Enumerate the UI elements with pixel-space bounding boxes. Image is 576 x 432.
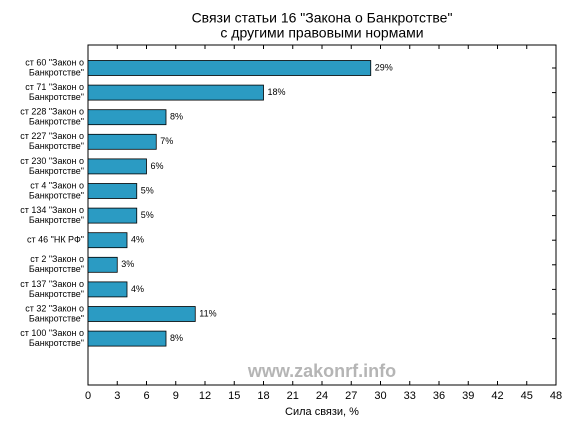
value-label: 29% (375, 62, 393, 72)
chart-title: с другими правовыми нормами (220, 25, 423, 41)
y-tick-label: Банкротстве" (29, 190, 84, 200)
x-tick-label: 0 (85, 390, 91, 402)
bar (87, 232, 128, 249)
x-tick-label: 48 (550, 390, 562, 402)
bar (87, 158, 147, 175)
y-tick-label: Банкротстве" (29, 264, 84, 274)
y-tick-label: Банкротстве" (29, 67, 84, 77)
value-label: 8% (170, 112, 183, 122)
bar (87, 207, 138, 224)
value-label: 7% (160, 136, 173, 146)
y-tick-label: ст 46 "НК РФ" (27, 235, 84, 245)
bar (87, 256, 118, 273)
x-tick-label: 33 (404, 390, 416, 402)
x-tick-label: 36 (433, 390, 445, 402)
y-tick-label: Банкротстве" (29, 166, 84, 176)
chart-title: Связи статьи 16 "Закона о Банкротстве" (192, 10, 453, 26)
value-label: 5% (141, 210, 154, 220)
value-label: 18% (268, 87, 286, 97)
watermark: www.zakonrf.info (247, 361, 396, 381)
y-tick-label: Банкротстве" (29, 289, 84, 299)
x-tick-label: 18 (257, 390, 269, 402)
value-label: 11% (199, 308, 216, 318)
bar (87, 60, 372, 76)
y-tick-label: Банкротстве" (29, 215, 84, 225)
x-tick-label: 24 (316, 390, 328, 402)
x-tick-label: 39 (462, 390, 474, 402)
y-tick-label: Банкротстве" (29, 92, 84, 102)
y-tick-label: ст 2 "Закон о (30, 254, 84, 264)
value-label: 5% (141, 185, 154, 195)
x-tick-label: 3 (114, 390, 120, 402)
x-axis-label: Сила связи, % (285, 406, 359, 418)
value-label: 3% (121, 259, 134, 269)
y-tick-label: Банкротстве" (29, 117, 84, 127)
bar (87, 84, 264, 101)
bar (87, 306, 196, 322)
y-tick-label: Банкротстве" (29, 313, 84, 323)
y-tick-label: ст 137 "Закон о (20, 279, 84, 289)
x-tick-label: 21 (287, 390, 299, 402)
y-tick-label: ст 230 "Закон о (20, 156, 84, 166)
bar (87, 183, 138, 199)
y-tick-label: ст 32 "Закон о (25, 303, 84, 313)
y-tick-label: ст 134 "Закон о (20, 205, 84, 215)
y-tick-label: ст 71 "Закон о (25, 82, 84, 92)
bar (87, 133, 157, 150)
y-tick-label: ст 227 "Закон о (20, 131, 84, 141)
x-tick-label: 27 (345, 390, 357, 402)
y-tick-label: Банкротстве" (29, 338, 84, 348)
y-tick-label: ст 4 "Закон о (30, 180, 84, 190)
bar (87, 109, 167, 126)
x-tick-label: 6 (143, 390, 149, 402)
value-label: 6% (151, 161, 164, 171)
x-tick-label: 30 (374, 390, 386, 402)
x-tick-label: 15 (228, 390, 240, 402)
bar (87, 281, 128, 298)
y-tick-label: Банкротстве" (29, 141, 84, 151)
x-tick-label: 9 (173, 390, 179, 402)
x-tick-label: 45 (521, 390, 533, 402)
value-label: 4% (131, 284, 144, 294)
x-tick-label: 42 (491, 390, 503, 402)
x-tick-label: 12 (199, 390, 211, 402)
bar (87, 330, 167, 347)
value-label: 8% (170, 333, 183, 343)
y-tick-label: ст 60 "Закон о (25, 57, 84, 67)
y-tick-label: ст 228 "Закон о (20, 107, 84, 117)
y-tick-label: ст 100 "Закон о (20, 328, 84, 338)
value-label: 4% (131, 235, 144, 245)
